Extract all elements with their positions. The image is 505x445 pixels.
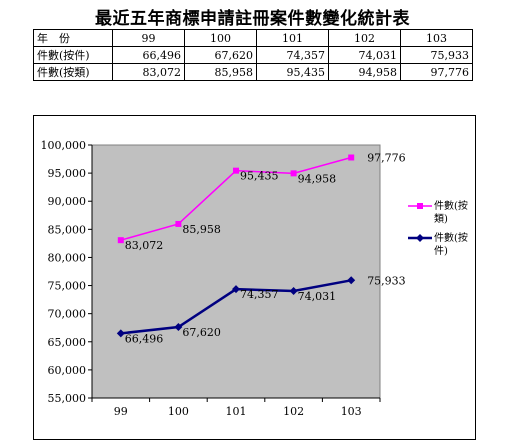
legend-label: 件) [434, 245, 448, 257]
y-tick-label: 65,000 [48, 336, 87, 349]
data-point-marker [290, 170, 297, 177]
plot-area [91, 144, 381, 399]
x-tick-label: 101 [226, 405, 247, 418]
table-cell: 66,496 [112, 46, 185, 64]
y-tick-label: 100,000 [41, 139, 87, 152]
page-title: 最近五年商標申請註冊案件數變化統計表 [95, 9, 410, 29]
data-label: 97,776 [367, 152, 406, 165]
legend-marker [417, 203, 423, 209]
data-label: 74,357 [240, 288, 279, 301]
table-year-cell: 102 [328, 29, 401, 47]
table-year-cell: 103 [400, 29, 473, 47]
y-tick-label: 80,000 [48, 251, 87, 264]
data-point-marker [174, 323, 183, 332]
table-row-label: 件數(按類) [33, 63, 113, 81]
data-point-marker [347, 276, 356, 285]
x-tick-label: 102 [283, 405, 304, 418]
x-tick-label: 103 [341, 405, 362, 418]
data-point-marker [232, 285, 240, 294]
table-cell: 83,072 [112, 63, 185, 81]
table-year-cell: 99 [112, 29, 185, 47]
table-cell: 95,435 [256, 63, 329, 81]
legend-label: 件數(按 [434, 231, 468, 244]
y-tick-label: 70,000 [48, 308, 87, 321]
data-table: 年 份 99 100 101 102 103 件數(按件) 66,496 67,… [33, 29, 473, 81]
data-point-marker [289, 287, 298, 296]
table-year-cell: 101 [256, 29, 329, 47]
table-year-cell: 100 [184, 29, 257, 47]
table-cell: 74,031 [328, 46, 401, 64]
data-point-marker [175, 220, 182, 227]
table-row: 件數(按件) 66,496 67,620 74,357 74,031 75,93… [33, 46, 473, 64]
x-tick-label: 99 [114, 405, 128, 418]
table-header-row: 年 份 99 100 101 102 103 [33, 29, 473, 47]
y-tick-label: 90,000 [48, 195, 87, 208]
data-label: 94,958 [298, 172, 337, 185]
table-cell: 97,776 [400, 63, 473, 81]
data-label: 66,496 [125, 332, 164, 345]
y-tick-label: 60,000 [48, 364, 87, 377]
table-cell: 85,958 [184, 63, 257, 81]
table-cell: 94,958 [328, 63, 401, 81]
data-label: 75,933 [367, 274, 406, 287]
data-point-marker [348, 154, 355, 161]
table-row-label: 件數(按件) [33, 46, 113, 64]
y-tick-label: 95,000 [48, 167, 87, 180]
table-row: 件數(按類) 83,072 85,958 95,435 94,958 97,77… [33, 63, 473, 81]
chart-container: 55,000 60,000 65,000 70,000 75,000 80,000 85,0… [33, 115, 476, 440]
x-tick-label: 100 [168, 405, 189, 418]
y-tick-label: 75,000 [48, 280, 87, 293]
data-label: 67,620 [182, 326, 221, 339]
table-cell: 75,933 [400, 46, 473, 64]
y-tick-label: 85,000 [48, 223, 87, 236]
data-point-marker [233, 167, 239, 174]
data-point-marker [116, 329, 125, 338]
data-label: 83,072 [125, 239, 164, 252]
table-header-label: 年 份 [33, 29, 113, 47]
table-cell: 74,357 [256, 46, 329, 64]
data-label: 85,958 [182, 223, 221, 236]
data-label: 74,031 [298, 290, 337, 303]
line-chart: 55,000 60,000 65,000 70,000 75,000 80,000 85,0… [41, 139, 468, 418]
data-point-marker [117, 237, 124, 244]
legend-label: 件數(按 [434, 199, 468, 212]
legend-marker [416, 234, 424, 242]
data-label: 95,435 [240, 170, 279, 183]
table-cell: 67,620 [184, 46, 257, 64]
y-tick-label: 55,000 [48, 392, 87, 405]
legend-label: 類) [434, 213, 448, 225]
